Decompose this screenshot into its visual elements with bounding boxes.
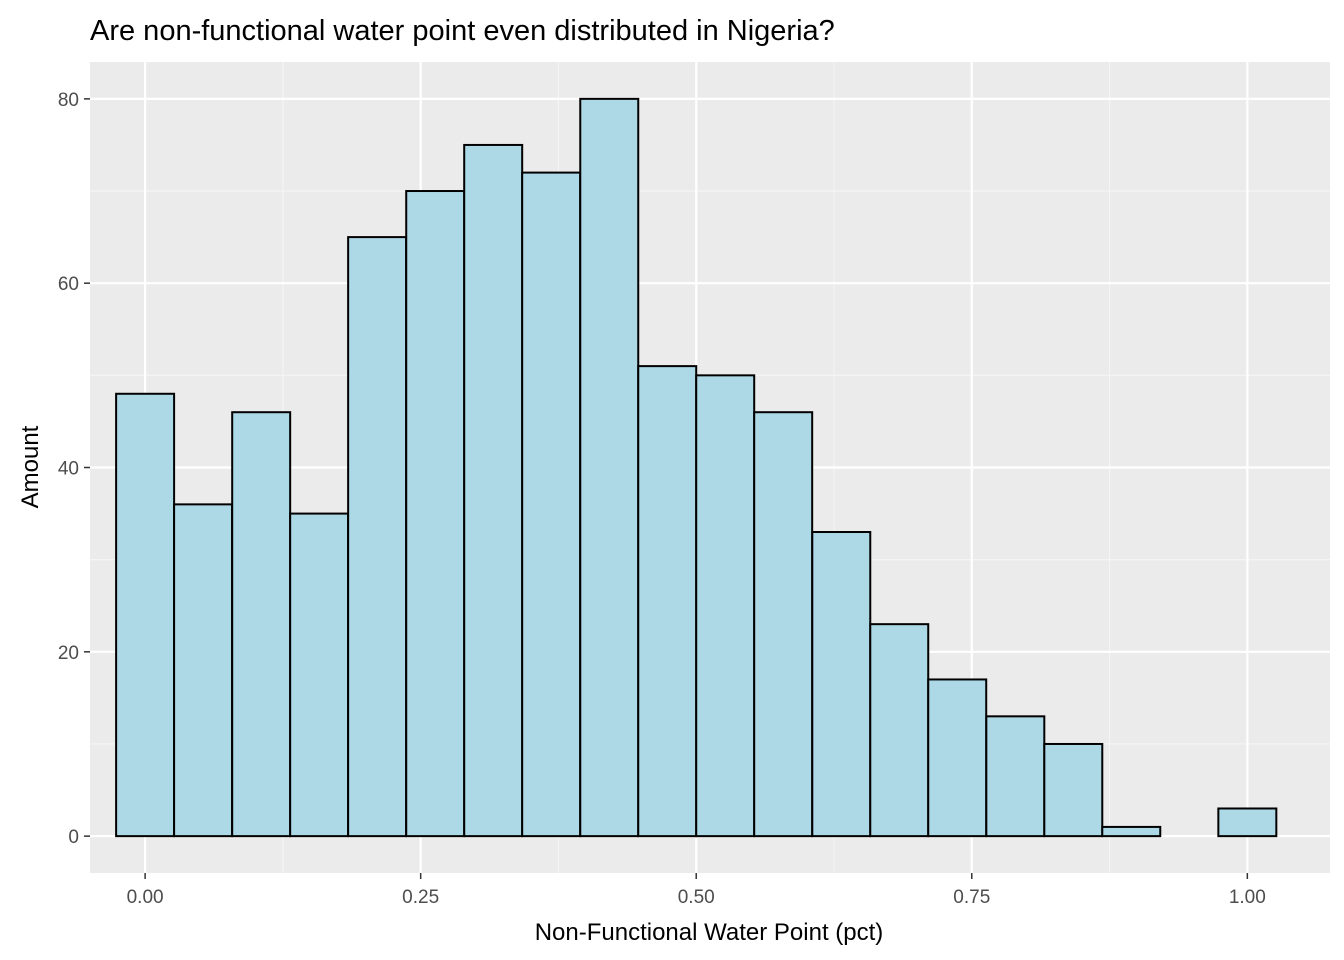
y-tick-label: 60 (58, 274, 79, 295)
histogram-bar (695, 374, 756, 838)
histogram-bar (1043, 742, 1104, 838)
histogram-bar (811, 531, 872, 838)
histogram-bar (579, 97, 640, 838)
histogram-bar (231, 411, 292, 838)
y-axis-title: Amount (17, 425, 44, 508)
x-axis-title: Non-Functional Water Point (pct) (535, 919, 884, 946)
y-tick-label: 80 (58, 90, 79, 111)
chart-title: Are non-functional water point even dist… (90, 15, 835, 47)
histogram-bar (1217, 807, 1278, 838)
histogram-bar (405, 190, 466, 838)
y-tick-label: 20 (58, 643, 79, 664)
x-tick-label: 0.50 (678, 887, 715, 908)
histogram-bar (463, 143, 524, 838)
histogram-bar (985, 715, 1046, 838)
y-tick-label: 40 (58, 459, 79, 480)
histogram-bar (173, 503, 234, 838)
histogram-bar (115, 392, 176, 838)
histogram-bars (115, 97, 1278, 838)
histogram-bar (753, 411, 814, 838)
histogram-bar (289, 512, 350, 838)
histogram-bar (347, 236, 408, 838)
y-axis-ticks: 0 20 40 60 80 (58, 90, 90, 848)
histogram-bar (637, 365, 698, 838)
y-tick-label: 0 (68, 827, 79, 848)
histogram-bar (521, 171, 582, 838)
x-tick-label: 0.75 (953, 887, 990, 908)
histogram-bar (927, 678, 988, 838)
histogram-bar (1101, 825, 1162, 838)
x-axis-ticks: 0.00 0.25 0.50 0.75 1.00 (127, 873, 1266, 908)
x-tick-label: 0.00 (127, 887, 164, 908)
x-tick-label: 0.25 (402, 887, 439, 908)
x-tick-label: 1.00 (1229, 887, 1266, 908)
histogram-bar (869, 623, 930, 838)
